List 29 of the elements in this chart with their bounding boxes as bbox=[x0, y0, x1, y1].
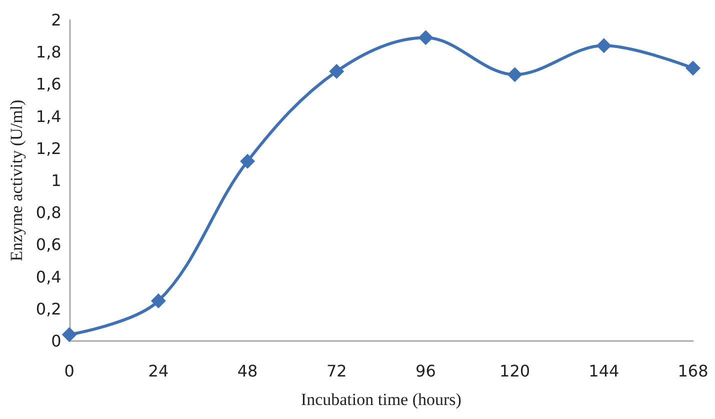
y-tick-label: 2 bbox=[51, 10, 62, 30]
point bbox=[686, 60, 700, 76]
point bbox=[329, 64, 344, 79]
y-tick-label: 0,4 bbox=[36, 267, 62, 286]
y-axis-title: Enzyme activity (U/ml) bbox=[7, 100, 26, 262]
x-tick-label: 96 bbox=[416, 362, 436, 380]
x-tick-label: 0 bbox=[64, 362, 74, 380]
y-tick-label: 1 bbox=[51, 171, 62, 190]
x-tick-label: 120 bbox=[500, 362, 530, 380]
x-tick-label: 168 bbox=[678, 362, 708, 380]
x-axis-title: Incubation time (hours) bbox=[300, 390, 462, 409]
y-tick-label: 0 bbox=[51, 332, 62, 350]
y-tick-label: 0,2 bbox=[36, 299, 62, 318]
point bbox=[507, 67, 522, 82]
x-tick-label: 72 bbox=[326, 362, 347, 380]
point bbox=[240, 154, 256, 169]
x-tick-label: 144 bbox=[588, 362, 620, 380]
y-tick-label: 1,4 bbox=[36, 106, 62, 126]
y-tick-label: 0,6 bbox=[36, 235, 62, 254]
x-tick-label: 24 bbox=[148, 362, 169, 380]
point bbox=[418, 30, 434, 46]
point bbox=[150, 293, 166, 308]
y-tick-label: 1,6 bbox=[36, 74, 62, 94]
x-tick-label: 48 bbox=[237, 362, 258, 380]
point bbox=[596, 38, 612, 54]
point bbox=[62, 327, 77, 342]
y-tick-label: 0,8 bbox=[36, 203, 62, 222]
y-tick-label: 1,2 bbox=[36, 138, 62, 158]
y-tick-label: 1,8 bbox=[36, 42, 62, 62]
